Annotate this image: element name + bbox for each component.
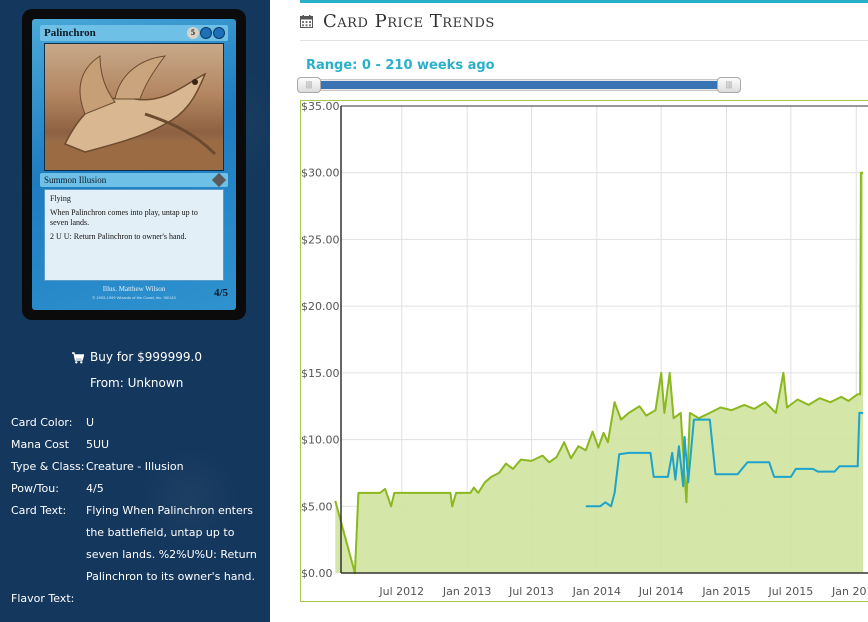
card-details: Card Color: U Mana Cost 5UU Type & Class… — [11, 412, 266, 610]
detail-label: Pow/Tou: — [11, 482, 59, 495]
seller-label: From: Unknown — [90, 376, 184, 390]
range-label: Range: 0 - 210 weeks ago — [306, 58, 495, 73]
card-type-line: Summon Illusion — [44, 175, 107, 185]
range-slider-start-handle[interactable]: ||| — [297, 77, 321, 93]
price-chart-svg: $0.00 $5.00 $10.00 $15.00 $20.00 $25.00 $30.00… — [301, 101, 868, 598]
title-divider — [300, 40, 868, 41]
card-name-bar: Palinchron 5 — [40, 25, 228, 41]
page-title: Card Price Trends — [300, 11, 495, 32]
card-text-line: When Palinchron comes into play, untap u… — [50, 208, 198, 227]
buy-link[interactable]: Buy for $999999.0 — [90, 350, 202, 364]
series-area-fill — [335, 172, 863, 573]
detail-label: Flavor Text: — [11, 592, 75, 605]
detail-value: 5UU — [86, 438, 110, 451]
card-type-bar: Summon Illusion — [40, 172, 228, 188]
detail-label: Card Text: — [11, 504, 67, 517]
x-tick-label: Jul 2014 — [638, 585, 684, 598]
shopping-cart-icon[interactable] — [72, 352, 84, 364]
mana-generic-icon: 5 — [187, 27, 199, 39]
price-trend-chart: $0.00 $5.00 $10.00 $15.00 $20.00 $25.00 $30.00… — [300, 100, 868, 602]
x-tick-label: Jan 2016 — [831, 585, 868, 598]
detail-row-type: Type & Class: Creature - Illusion — [11, 456, 266, 478]
card-text-line: Flying — [50, 194, 71, 203]
card-name: Palinchron — [44, 27, 96, 39]
y-tick-label: $20.00 — [301, 300, 340, 313]
x-tick-label: Jul 2013 — [508, 585, 554, 598]
detail-row-card-text: Card Text: Flying When Palinchron enters… — [11, 500, 266, 588]
x-tick-label: Jan 2014 — [572, 585, 621, 598]
detail-row-pow-tou: Pow/Tou: 4/5 — [11, 478, 266, 500]
card-text-line: 2 U U: Return Palinchron to owner's hand… — [50, 232, 187, 241]
y-tick-label: $25.00 — [301, 233, 340, 246]
mana-blue-icon — [200, 27, 212, 39]
y-tick-label: $30.00 — [301, 167, 340, 180]
detail-row-mana-cost: Mana Cost 5UU — [11, 434, 266, 456]
detail-label: Type & Class: — [11, 460, 85, 473]
detail-value: Creature - Illusion — [86, 460, 184, 473]
set-symbol-icon — [211, 172, 227, 188]
card-copyright: © 1993-1999 Wizards of the Coast, Inc. 9… — [92, 295, 176, 300]
detail-value: Flying When Palinchron enters the battle… — [86, 504, 257, 583]
x-tick-label: Jul 2015 — [767, 585, 813, 598]
y-tick-label: $10.00 — [301, 434, 340, 447]
calendar-icon — [300, 15, 313, 28]
detail-row-color: Card Color: U — [11, 412, 266, 434]
card-illustrator: Illus. Matthew Wilson — [102, 285, 166, 293]
card-textbox: Flying When Palinchron comes into play, … — [44, 189, 224, 281]
detail-value: U — [86, 416, 95, 429]
x-tick-label: Jan 2013 — [442, 585, 491, 598]
buy-info: Buy for $999999.0 From: Unknown — [90, 344, 202, 396]
detail-row-flavor-text: Flavor Text: — [11, 588, 266, 610]
range-slider[interactable]: ||| ||| — [297, 77, 741, 93]
detail-label: Mana Cost — [11, 438, 69, 451]
card-face: Palinchron 5 Summon Illusion — [32, 19, 236, 310]
dragon-illustration-icon — [45, 55, 223, 170]
detail-value: 4/5 — [86, 482, 104, 495]
x-tick-label: Jul 2012 — [378, 585, 424, 598]
y-tick-label: $15.00 — [301, 367, 340, 380]
price-series-line-blue — [585, 411, 863, 508]
buy-row[interactable]: Buy for $999999.0 From: Unknown — [72, 344, 202, 396]
top-accent-rule — [300, 0, 868, 3]
sidebar: Palinchron 5 Summon Illusion — [0, 0, 270, 622]
page-title-text: Card Price Trends — [323, 11, 495, 32]
mana-blue-icon — [213, 27, 225, 39]
detail-value — [86, 588, 261, 610]
card-image[interactable]: Palinchron 5 Summon Illusion — [22, 9, 246, 320]
card-mana-cost: 5 — [187, 27, 225, 39]
card-art — [44, 43, 224, 171]
detail-label: Card Color: — [11, 416, 73, 429]
x-tick-label: Jan 2015 — [701, 585, 750, 598]
y-tick-label: $0.00 — [301, 567, 333, 580]
range-slider-fill — [305, 81, 731, 89]
y-tick-label: $5.00 — [301, 500, 333, 513]
range-slider-end-handle[interactable]: ||| — [717, 77, 741, 93]
y-tick-label: $35.00 — [301, 101, 340, 113]
price-series-line-green — [334, 171, 863, 574]
card-power-toughness: 4/5 — [213, 287, 228, 299]
